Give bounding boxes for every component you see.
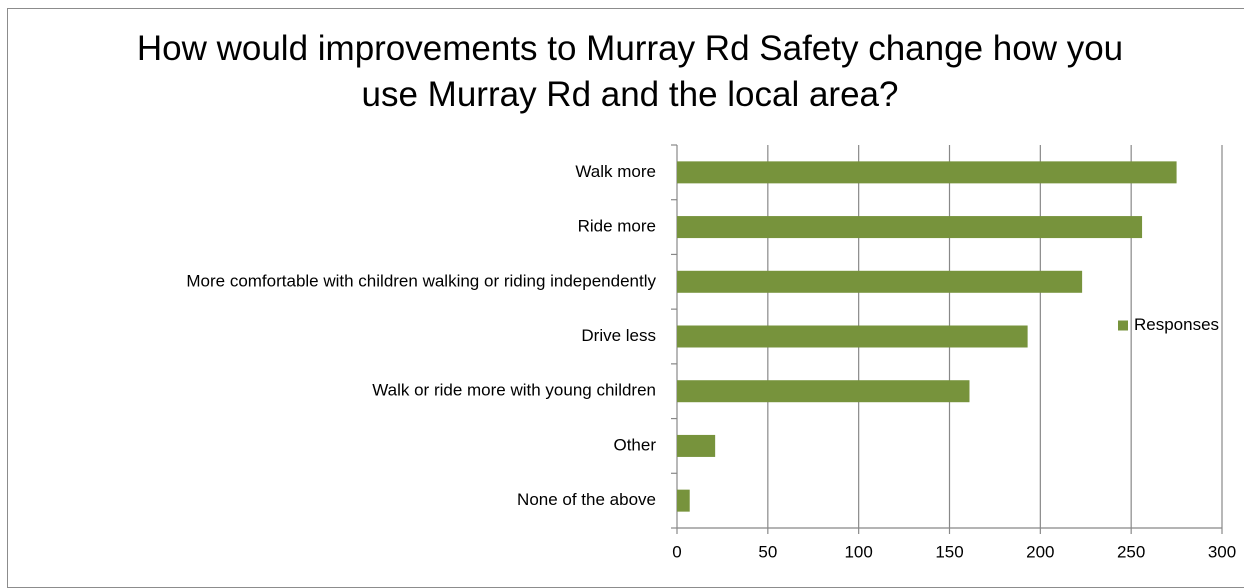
- legend-label: Responses: [1134, 315, 1219, 334]
- y-tick-label: Drive less: [581, 326, 656, 345]
- y-tick-label: Ride more: [578, 217, 656, 236]
- y-tick-label: Walk more: [575, 162, 656, 181]
- x-tick-label: 100: [844, 542, 872, 561]
- chart-title: How would improvements to Murray Rd Safe…: [136, 29, 1124, 114]
- y-tick-label: Other: [613, 435, 656, 454]
- x-tick-label: 200: [1026, 542, 1054, 561]
- bar: [677, 325, 1028, 348]
- y-tick-label: More comfortable with children walking o…: [186, 271, 656, 290]
- bar: [677, 434, 716, 457]
- bar: [677, 216, 1143, 239]
- x-tick-label: 250: [1117, 542, 1145, 561]
- x-tick-label: 0: [672, 542, 681, 561]
- x-tick-label: 50: [758, 542, 777, 561]
- bar: [677, 270, 1083, 293]
- bar: [677, 489, 690, 512]
- y-tick-label: Walk or ride more with young children: [372, 381, 656, 400]
- bar: [677, 161, 1177, 184]
- bar: [677, 380, 970, 403]
- y-tick-label: None of the above: [517, 490, 656, 509]
- x-tick-label: 150: [935, 542, 963, 561]
- x-tick-label: 300: [1208, 542, 1236, 561]
- legend-swatch: [1118, 320, 1128, 331]
